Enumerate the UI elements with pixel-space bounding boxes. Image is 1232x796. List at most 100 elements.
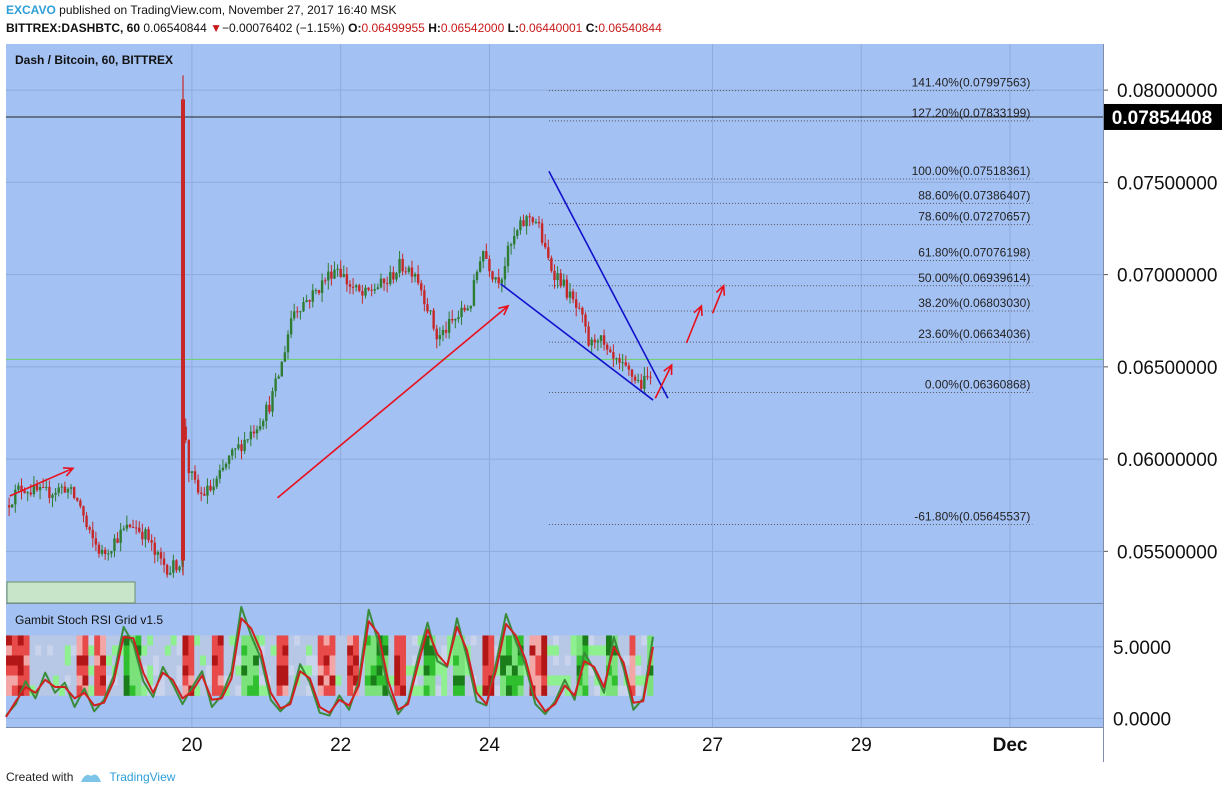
- heatmap-cell: [441, 655, 448, 666]
- heatmap-cell: [164, 675, 172, 686]
- fib-level-label: 100.00%(0.07518361): [912, 164, 1031, 178]
- heatmap-cell: [464, 685, 471, 696]
- candle-body: [29, 492, 32, 495]
- heatmap-cell: [647, 685, 654, 696]
- heatmap-cell: [23, 655, 30, 666]
- candle-body: [441, 329, 445, 336]
- heatmap-cell: [294, 665, 301, 676]
- heatmap-cell: [629, 685, 636, 696]
- heatmap-cell: [217, 645, 224, 656]
- heatmap-cell: [100, 675, 107, 686]
- scroll-box[interactable]: [6, 581, 136, 604]
- heatmap-cell: [611, 685, 619, 696]
- heatmap-cell: [617, 685, 624, 696]
- candle-body: [51, 494, 54, 498]
- fib-level-label: 0.00%(0.06360868): [925, 378, 1030, 392]
- heatmap-cell: [235, 655, 242, 666]
- heatmap-cell: [623, 645, 630, 656]
- fib-level-label: -61.80%(0.05645537): [914, 509, 1030, 523]
- heatmap-cell: [335, 665, 342, 676]
- candle-body: [578, 307, 581, 309]
- heatmap-cell: [511, 685, 519, 696]
- main-pane-background[interactable]: [6, 44, 1103, 603]
- heatmap-cell: [417, 685, 424, 696]
- heatmap-cell: [94, 655, 101, 666]
- candle-body: [385, 283, 389, 285]
- heatmap-cell: [405, 645, 413, 656]
- heatmap-cell: [282, 665, 289, 676]
- heatmap-cell: [135, 645, 142, 656]
- down-arrow-icon: ▼: [210, 21, 222, 35]
- heatmap-cell: [170, 655, 177, 666]
- candle-body: [165, 564, 169, 575]
- heatmap-cell: [170, 635, 177, 646]
- heatmap-cell: [282, 675, 289, 686]
- heatmap-cell: [111, 635, 119, 646]
- candle-body: [69, 487, 73, 489]
- heatmap-cell: [547, 675, 554, 686]
- heatmap-cell: [553, 675, 560, 686]
- heatmap-cell: [488, 635, 495, 646]
- heatmap-cell: [76, 645, 83, 656]
- candle-body: [224, 463, 228, 468]
- heatmap-cell: [364, 685, 371, 696]
- heatmap-cell: [482, 655, 489, 666]
- candle-body: [249, 431, 253, 440]
- fibonacci-levels[interactable]: 141.40%(0.07997563) 127.20%(0.07833199) 10…: [6, 76, 1222, 525]
- heatmap-cell: [29, 675, 36, 686]
- fib-level-label: 88.60%(0.07386407): [918, 188, 1030, 202]
- heatmap-cell: [400, 655, 407, 666]
- candle-body: [416, 274, 420, 284]
- heatmap-cell: [523, 635, 530, 646]
- heatmap-cell: [429, 675, 436, 686]
- heatmap-cell: [511, 665, 519, 676]
- candle-body: [599, 335, 603, 341]
- candle-body: [262, 421, 265, 427]
- candle-body: [317, 290, 321, 293]
- trend-drawings[interactable]: [9, 170, 726, 499]
- heatmap-cell: [217, 665, 224, 676]
- tradingview-link[interactable]: TradingView: [109, 770, 176, 784]
- heatmap-cell: [147, 675, 154, 686]
- heatmap-cell: [11, 635, 19, 646]
- candle-body: [212, 486, 215, 491]
- candle-body: [615, 358, 618, 360]
- heatmap-cell: [435, 665, 442, 676]
- candle-body: [389, 272, 392, 284]
- publisher-name[interactable]: EXCAVO: [6, 3, 56, 17]
- heatmap-cell: [247, 635, 254, 646]
- heatmap-cell: [217, 635, 224, 646]
- heatmap-cell: [282, 655, 289, 666]
- heatmap-cell: [347, 675, 354, 686]
- heatmap-cell: [470, 635, 477, 646]
- heatmap-cell: [423, 645, 430, 656]
- heatmap-cell: [88, 635, 95, 646]
- candle-body: [141, 531, 144, 540]
- heatmap-cell: [370, 645, 377, 656]
- heatmap-cell: [158, 675, 166, 686]
- heatmap-cell: [317, 675, 324, 686]
- heatmap-cell: [158, 635, 166, 646]
- heatmap-cell: [553, 645, 560, 656]
- heatmap-cell: [58, 675, 66, 686]
- candle-body: [32, 484, 36, 495]
- stoch-rsi-lines: [5, 605, 654, 718]
- candle-body: [358, 285, 361, 292]
- heatmap-cell: [270, 655, 277, 666]
- candles[interactable]: [7, 75, 652, 578]
- candle-body: [426, 304, 429, 312]
- candle-body: [336, 268, 339, 270]
- wedge-trendline: [548, 170, 669, 399]
- heatmap-cell: [394, 645, 401, 656]
- candle-body: [531, 217, 535, 223]
- heatmap-cell: [447, 675, 454, 686]
- heatmap-cell: [258, 675, 266, 686]
- candle-body: [227, 455, 231, 464]
- price-tick-label: 0.05500000: [1117, 542, 1217, 563]
- heatmap-cell: [35, 655, 42, 666]
- heatmap-cell: [541, 655, 548, 666]
- heatmap-cell: [388, 645, 395, 656]
- heatmap-cell: [353, 645, 360, 656]
- heatmap-cell: [517, 685, 524, 696]
